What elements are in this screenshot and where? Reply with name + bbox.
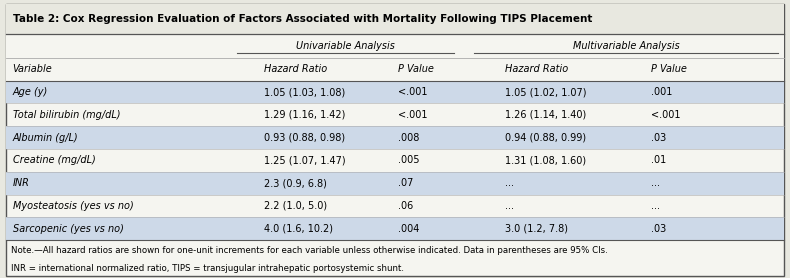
Text: 1.05 (1.03, 1.08): 1.05 (1.03, 1.08) bbox=[264, 87, 345, 97]
Text: <.001: <.001 bbox=[398, 110, 427, 120]
Text: Univariable Analysis: Univariable Analysis bbox=[296, 41, 395, 51]
Text: 1.31 (1.08, 1.60): 1.31 (1.08, 1.60) bbox=[505, 155, 586, 165]
Text: .005: .005 bbox=[398, 155, 419, 165]
Text: Creatine (mg/dL): Creatine (mg/dL) bbox=[13, 155, 96, 165]
Text: 2.2 (1.0, 5.0): 2.2 (1.0, 5.0) bbox=[264, 201, 327, 211]
Text: <.001: <.001 bbox=[398, 87, 427, 97]
Text: .03: .03 bbox=[651, 224, 666, 234]
Text: .001: .001 bbox=[651, 87, 672, 97]
Text: Sarcopenic (yes vs no): Sarcopenic (yes vs no) bbox=[13, 224, 123, 234]
Text: 1.05 (1.02, 1.07): 1.05 (1.02, 1.07) bbox=[505, 87, 586, 97]
Text: INR: INR bbox=[13, 178, 29, 188]
Text: ...: ... bbox=[651, 178, 660, 188]
Text: P Value: P Value bbox=[398, 64, 434, 75]
Text: 1.25 (1.07, 1.47): 1.25 (1.07, 1.47) bbox=[264, 155, 345, 165]
Text: ...: ... bbox=[505, 178, 514, 188]
Text: Variable: Variable bbox=[13, 64, 52, 75]
Text: 0.94 (0.88, 0.99): 0.94 (0.88, 0.99) bbox=[505, 133, 586, 143]
Bar bbox=[6, 4, 784, 34]
Bar bbox=[6, 58, 784, 81]
Bar bbox=[6, 172, 784, 195]
Text: .06: .06 bbox=[398, 201, 413, 211]
Bar bbox=[6, 34, 784, 58]
Text: Hazard Ratio: Hazard Ratio bbox=[505, 64, 568, 75]
Bar bbox=[6, 126, 784, 149]
Text: 1.29 (1.16, 1.42): 1.29 (1.16, 1.42) bbox=[264, 110, 345, 120]
Text: Table 2: Cox Regression Evaluation of Factors Associated with Mortality Followin: Table 2: Cox Regression Evaluation of Fa… bbox=[13, 14, 592, 24]
Text: Hazard Ratio: Hazard Ratio bbox=[264, 64, 327, 75]
Text: .004: .004 bbox=[398, 224, 419, 234]
Text: .008: .008 bbox=[398, 133, 419, 143]
Text: Albumin (g/L): Albumin (g/L) bbox=[13, 133, 78, 143]
Text: Total bilirubin (mg/dL): Total bilirubin (mg/dL) bbox=[13, 110, 120, 120]
Text: <.001: <.001 bbox=[651, 110, 680, 120]
Text: Age (y): Age (y) bbox=[13, 87, 48, 97]
Text: INR = international normalized ratio, TIPS = transjugular intrahepatic portosyst: INR = international normalized ratio, TI… bbox=[11, 264, 404, 273]
Text: Note.—All hazard ratios are shown for one-unit increments for each variable unle: Note.—All hazard ratios are shown for on… bbox=[11, 246, 608, 255]
Text: 2.3 (0.9, 6.8): 2.3 (0.9, 6.8) bbox=[264, 178, 327, 188]
Text: 4.0 (1.6, 10.2): 4.0 (1.6, 10.2) bbox=[264, 224, 333, 234]
Text: ...: ... bbox=[505, 201, 514, 211]
Bar bbox=[6, 217, 784, 240]
Text: 3.0 (1.2, 7.8): 3.0 (1.2, 7.8) bbox=[505, 224, 568, 234]
Text: 0.93 (0.88, 0.98): 0.93 (0.88, 0.98) bbox=[264, 133, 345, 143]
Bar bbox=[6, 81, 784, 103]
Text: Myosteatosis (yes vs no): Myosteatosis (yes vs no) bbox=[13, 201, 134, 211]
Text: 1.26 (1.14, 1.40): 1.26 (1.14, 1.40) bbox=[505, 110, 586, 120]
Text: .03: .03 bbox=[651, 133, 666, 143]
Text: .07: .07 bbox=[398, 178, 413, 188]
Text: P Value: P Value bbox=[651, 64, 687, 75]
Text: ...: ... bbox=[651, 201, 660, 211]
Text: Multivariable Analysis: Multivariable Analysis bbox=[573, 41, 679, 51]
Text: .01: .01 bbox=[651, 155, 666, 165]
